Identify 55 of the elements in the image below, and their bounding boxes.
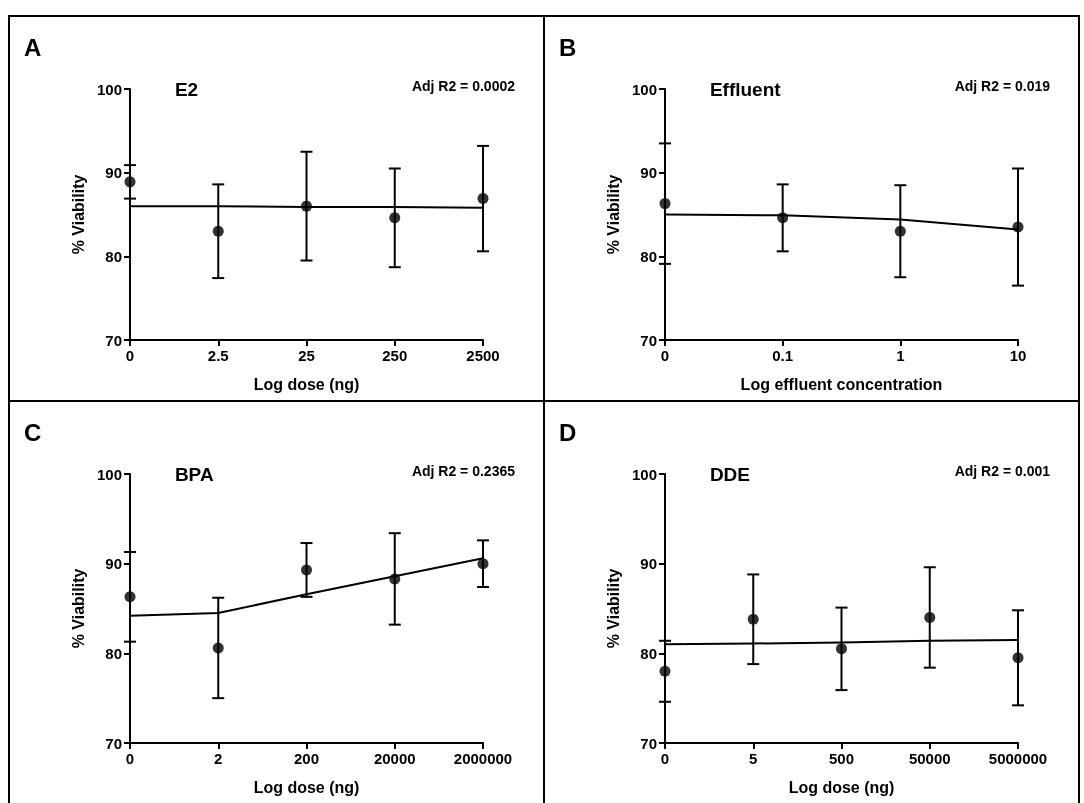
y-tick-label: 90 — [105, 164, 122, 182]
x-tick-label: 2000000 — [453, 750, 513, 767]
y-tick-label: 90 — [640, 164, 657, 182]
x-tick-label: 0 — [660, 347, 670, 364]
y-tick-label: 70 — [105, 734, 122, 752]
y-tick-label: 80 — [640, 644, 657, 662]
x-tick-label: 25 — [298, 347, 315, 364]
x-tick-label: 50000 — [908, 750, 951, 767]
x-tick-label: 2.5 — [207, 347, 229, 364]
annotation: Adj R2 = 0.001 — [954, 463, 1051, 479]
x-tick-label: 5 — [749, 750, 758, 767]
chart-title: DDE — [709, 464, 751, 485]
chart-title: Effluent — [709, 79, 782, 100]
text: C — [24, 418, 42, 446]
y-axis-title: % Viability — [69, 174, 87, 255]
y-tick-label: 90 — [640, 555, 657, 573]
y-tick-label: 80 — [640, 247, 657, 265]
y-axis-title: % Viability — [69, 568, 87, 649]
x-tick-label: 5000000 — [988, 750, 1048, 767]
text: D — [559, 418, 577, 446]
x-tick-label: 0 — [125, 347, 135, 364]
y-axis-title: % Viability — [604, 174, 622, 255]
x-axis-title: Log dose (ng) — [788, 778, 895, 796]
x-tick-label: 10 — [1009, 347, 1027, 364]
y-tick-label: 80 — [105, 247, 122, 265]
x-tick-label: 250 — [382, 347, 408, 364]
x-tick-label: 20000 — [373, 750, 416, 767]
chart-title: BPA — [174, 464, 214, 485]
y-tick-label: 90 — [105, 555, 122, 573]
y-tick-label: 70 — [640, 331, 657, 349]
y-tick-label: 100 — [631, 465, 657, 483]
x-tick-label: 0.1 — [772, 347, 794, 364]
annotation: Adj R2 = 0.2365 — [411, 463, 516, 479]
annotation: Adj R2 = 0.0002 — [411, 78, 516, 94]
x-axis-title: Log dose (ng) — [253, 778, 360, 796]
x-tick-label: 0 — [125, 750, 135, 767]
y-axis-title: % Viability — [604, 568, 622, 649]
x-tick-label: 500 — [828, 750, 855, 767]
x-axis-title: Log effluent concentration — [740, 375, 943, 393]
text: B — [559, 33, 577, 61]
x-tick-label: 200 — [293, 750, 320, 767]
x-tick-label: 2500 — [466, 347, 500, 364]
y-tick-label: 100 — [631, 80, 657, 98]
x-tick-label: 0 — [660, 750, 670, 767]
x-tick-label: 1 — [896, 347, 905, 364]
x-tick-label: 2 — [214, 750, 223, 767]
text: A — [24, 33, 42, 61]
y-tick-label: 70 — [105, 331, 122, 349]
y-tick-label: 80 — [105, 644, 122, 662]
chart-title: E2 — [174, 79, 199, 100]
y-tick-label: 70 — [640, 734, 657, 752]
y-tick-label: 100 — [96, 465, 122, 483]
x-axis-title: Log dose (ng) — [253, 375, 360, 393]
annotation: Adj R2 = 0.019 — [954, 78, 1051, 94]
y-tick-label: 100 — [96, 80, 122, 98]
